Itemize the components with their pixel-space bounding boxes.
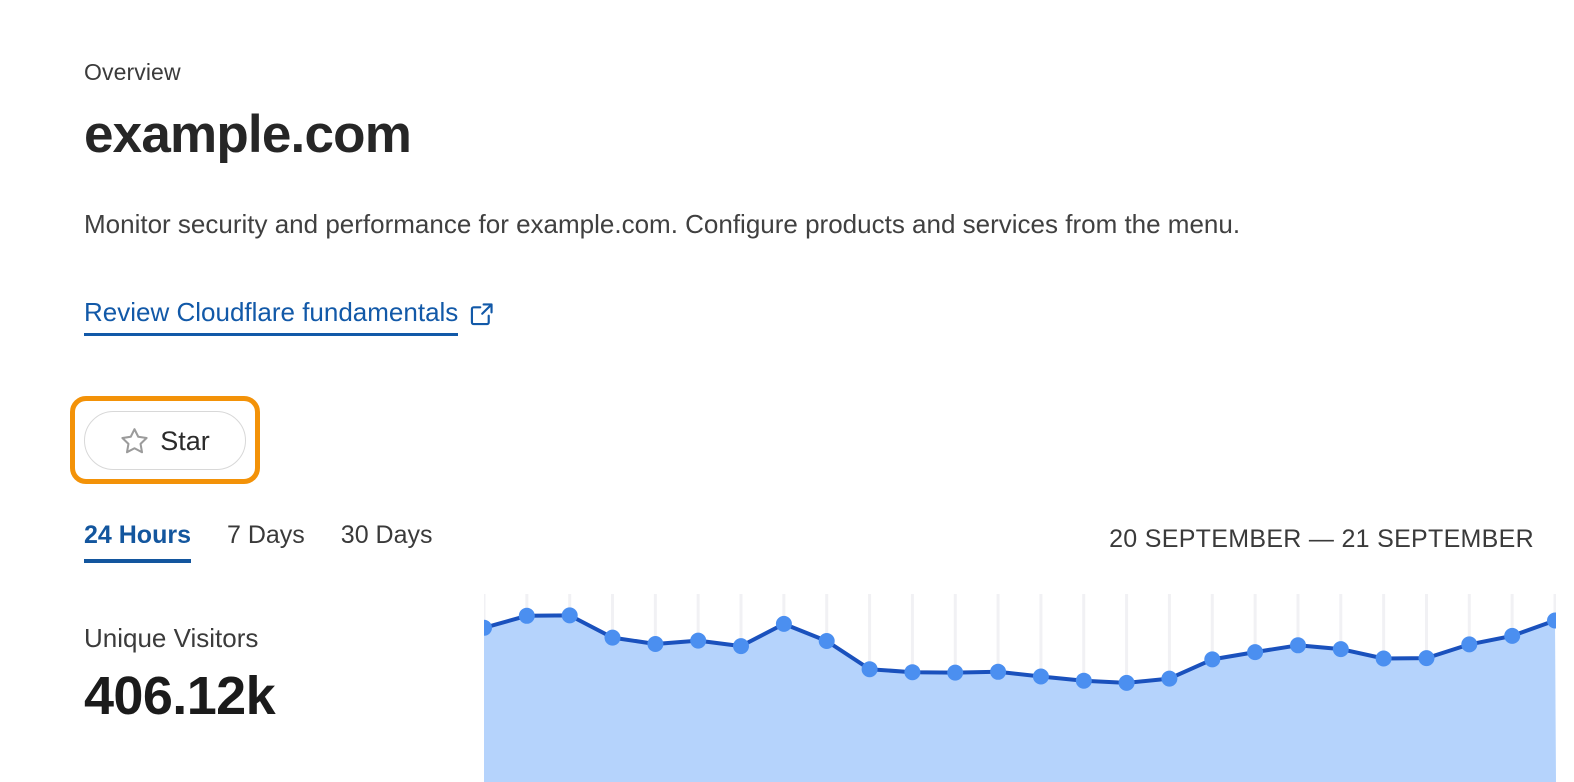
chart-gridlines bbox=[484, 594, 1556, 677]
chart-data-point[interactable] bbox=[775, 615, 792, 632]
chart-data-point[interactable] bbox=[861, 661, 878, 678]
chart-data-point[interactable] bbox=[1332, 641, 1349, 658]
review-fundamentals-link[interactable]: Review Cloudflare fundamentals bbox=[84, 295, 459, 336]
chart-data-points[interactable] bbox=[484, 607, 1556, 691]
chart-data-point[interactable] bbox=[1247, 644, 1264, 661]
chart-data-point[interactable] bbox=[818, 633, 835, 649]
page-description: Monitor security and performance for exa… bbox=[84, 208, 1241, 239]
timeframe-tabs-row: 24 Hours 7 Days 30 Days 20 SEPTEMBER — 2… bbox=[84, 520, 1534, 563]
tab-30-days[interactable]: 30 Days bbox=[340, 521, 433, 549]
chart-area-fill bbox=[484, 615, 1556, 782]
chart-data-point[interactable] bbox=[990, 663, 1007, 680]
external-link-icon bbox=[469, 301, 495, 327]
star-button[interactable]: Star bbox=[84, 411, 246, 470]
chart-data-point[interactable] bbox=[904, 664, 921, 681]
tab-24-hours[interactable]: 24 Hours bbox=[84, 520, 191, 563]
chart-data-point[interactable] bbox=[690, 632, 707, 649]
chart-data-point[interactable] bbox=[1375, 650, 1392, 667]
chart-data-point[interactable] bbox=[1204, 651, 1221, 668]
chart-data-point[interactable] bbox=[1547, 612, 1556, 629]
star-button-label: Star bbox=[160, 425, 210, 456]
chart-data-point[interactable] bbox=[1075, 672, 1092, 689]
doc-link-container[interactable]: Review Cloudflare fundamentals bbox=[84, 295, 495, 336]
metric-label: Unique Visitors bbox=[84, 623, 259, 653]
unique-visitors-metric: Unique Visitors 406.12k bbox=[84, 622, 276, 728]
chart-canvas bbox=[484, 594, 1556, 782]
chart-data-point[interactable] bbox=[947, 664, 964, 681]
unique-visitors-area-chart[interactable] bbox=[484, 594, 1556, 782]
page-title: example.com bbox=[84, 105, 412, 164]
tab-7-days[interactable]: 7 Days bbox=[226, 521, 305, 549]
date-range-label: 20 SEPTEMBER — 21 SEPTEMBER bbox=[1109, 525, 1534, 553]
chart-data-point[interactable] bbox=[561, 607, 578, 624]
chart-data-point[interactable] bbox=[518, 607, 535, 624]
chart-data-point[interactable] bbox=[1461, 636, 1478, 653]
page-header: Overview example.com Monitor security an… bbox=[84, 58, 1534, 336]
chart-data-point[interactable] bbox=[484, 619, 492, 636]
chart-data-point[interactable] bbox=[1118, 674, 1135, 691]
chart-data-point[interactable] bbox=[647, 636, 664, 652]
chart-data-point[interactable] bbox=[1418, 650, 1435, 667]
chart-data-point[interactable] bbox=[1290, 637, 1306, 654]
star-outline-icon bbox=[120, 426, 149, 455]
chart-data-point[interactable] bbox=[733, 638, 749, 655]
timeframe-tabs: 24 Hours 7 Days 30 Days bbox=[84, 520, 433, 563]
metric-value: 406.12k bbox=[84, 666, 276, 726]
chart-data-point[interactable] bbox=[1504, 627, 1521, 644]
chart-data-point[interactable] bbox=[1032, 668, 1049, 685]
chart-data-point[interactable] bbox=[604, 629, 621, 646]
breadcrumb-overview: Overview bbox=[84, 59, 181, 85]
chart-data-point[interactable] bbox=[1161, 670, 1178, 687]
star-button-focus-ring bbox=[70, 396, 260, 484]
